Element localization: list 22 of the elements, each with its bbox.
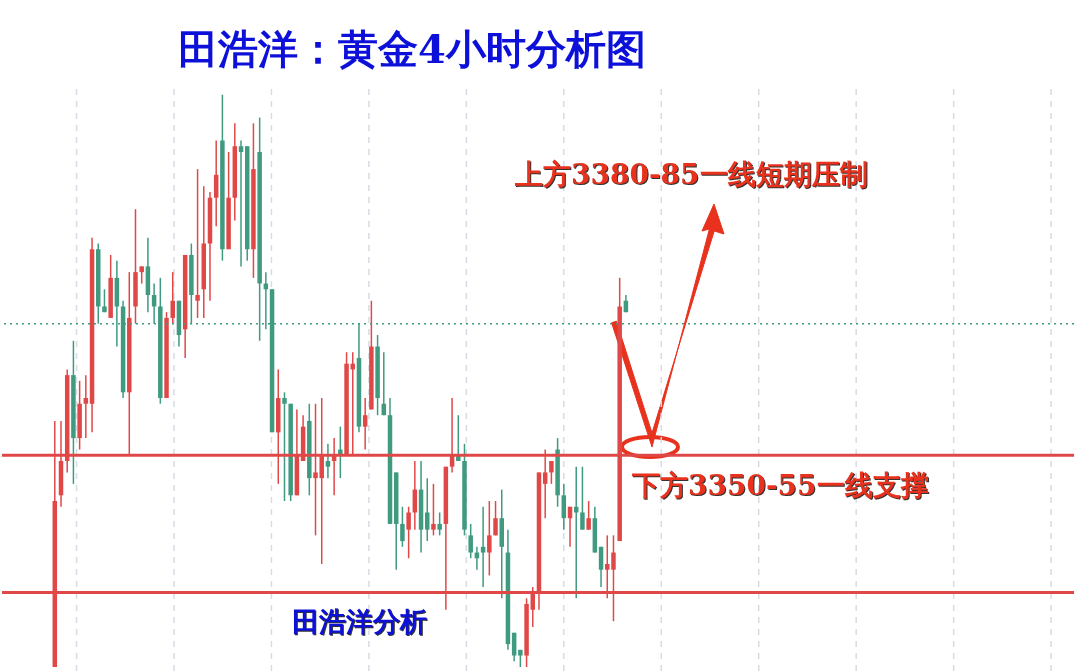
candlestick [425, 477, 430, 542]
candlestick [487, 500, 492, 577]
candlestick [282, 391, 287, 502]
annotation: 上方3380-85一线短期压制 [515, 157, 868, 193]
candlestick [83, 374, 89, 439]
candlestick [362, 397, 368, 451]
candlestick [437, 511, 442, 537]
candlestick [170, 271, 175, 325]
candlestick [325, 443, 331, 479]
candlestick [468, 523, 473, 560]
candlestick [195, 168, 200, 319]
candlestick [586, 500, 591, 531]
candlestick [406, 506, 411, 560]
candlestick [480, 506, 486, 588]
candlestick [238, 139, 244, 268]
candlestick [400, 506, 405, 548]
candlestick [580, 465, 585, 531]
candlestick [493, 500, 498, 537]
candlestick [431, 483, 436, 537]
text: 下方3350-55一线支撑 [632, 468, 929, 504]
annotation: 田浩洋分析 [292, 605, 427, 639]
chart-title: 田浩洋：黄金4小时分析图 [178, 24, 646, 74]
